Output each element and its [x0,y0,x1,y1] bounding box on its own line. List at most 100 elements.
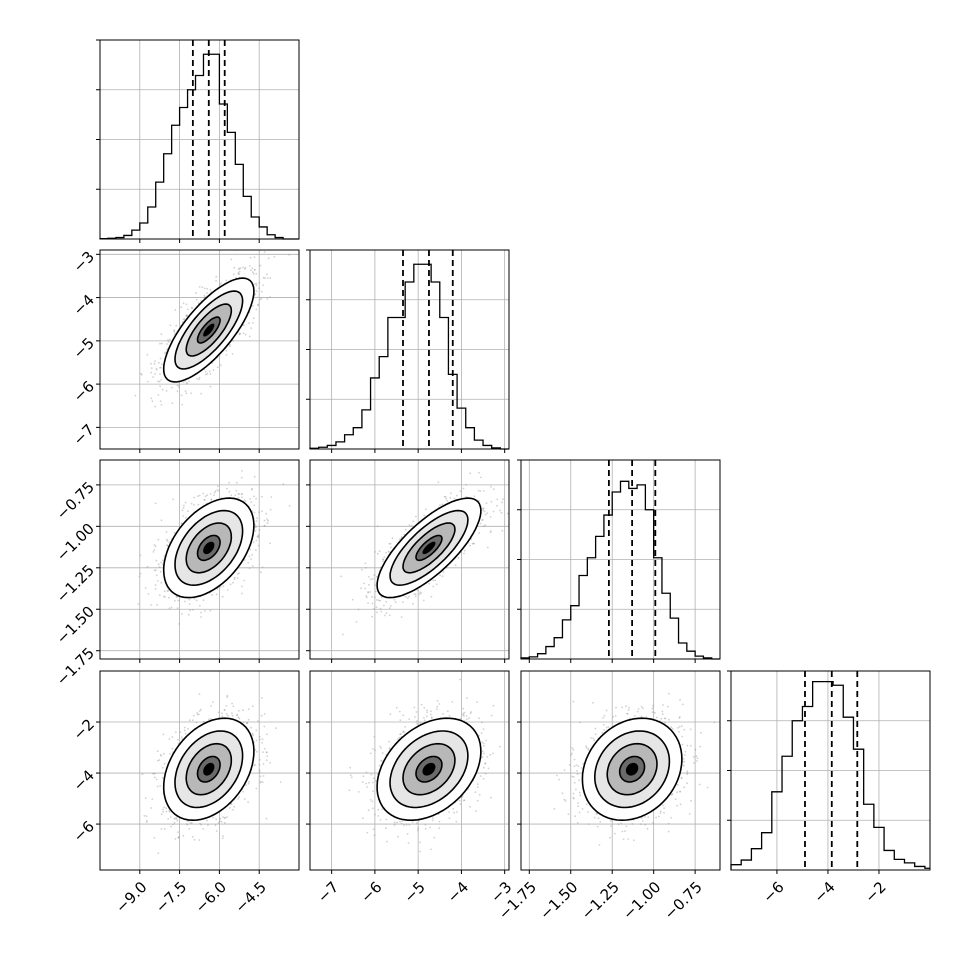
scatter-point [266,522,269,525]
scatter-point [364,562,367,565]
scatter-point [240,493,243,496]
scatter-point [241,585,243,588]
scatter-point [153,569,156,572]
scatter-point [408,595,410,598]
scatter-point [186,823,189,826]
scatter-point [198,693,201,695]
scatter-point [403,533,406,536]
scatter-point [389,604,392,607]
scatter-point [376,599,378,601]
scatter-point [248,264,251,267]
scatter-point [195,292,197,294]
scatter-point [228,490,231,493]
scatter-point [371,595,373,598]
scatter-point [501,501,503,504]
scatter-point [206,287,208,290]
scatter-point [253,504,256,507]
scatter-point [161,388,164,391]
scatter-point [176,596,178,598]
scatter-point [384,614,386,617]
scatter-point [206,372,209,375]
scatter-point [232,581,234,584]
scatter-point [382,560,384,563]
scatter-point [263,747,266,750]
scatter-point [355,621,358,623]
scatter-point [166,348,168,351]
scatter-point [243,579,246,582]
scatter-point [210,498,213,501]
scatter-point [263,251,266,253]
scatter-point [369,578,372,581]
scatter-point [401,601,404,604]
contour-line [162,497,255,599]
scatter-point [441,575,444,578]
scatter-point [444,495,447,498]
scatter-point [150,371,153,374]
grid [731,670,930,870]
scatter-point [478,471,480,474]
scatter-point [158,594,161,596]
scatter-point [248,555,251,558]
scatter-point [157,380,159,383]
panel-frame [309,459,510,660]
scatter-point [255,497,257,500]
scatter-point [514,502,516,504]
scatter-point [168,607,171,610]
scatter-point [380,610,383,613]
scatter-point [382,558,385,561]
scatter-point [198,286,201,288]
scatter-point [378,550,381,553]
scatter-point [217,485,219,487]
scatter-point [238,333,241,336]
scatter-point [186,308,189,311]
scatter-point [162,559,164,562]
scatter-point [374,584,376,587]
scatter-point [182,302,185,305]
scatter-point [254,293,257,296]
scatter-point [248,567,251,570]
histogram-step [520,480,720,660]
scatter-point [166,544,169,547]
scatter-point [178,623,181,625]
scatter-point [180,736,183,738]
scatter-point [146,565,149,568]
scatter-point [185,382,188,385]
scatter-point [266,297,269,300]
scatter-point [191,835,194,838]
scatter-point [236,573,239,575]
scatter-point [153,549,156,551]
scatter-point [413,593,416,595]
scatter-point [248,322,251,325]
scatter-point [375,575,378,578]
scatter-point [443,495,446,498]
scatter-point [259,264,262,267]
scatter-point [262,276,265,279]
scatter-point [229,807,231,809]
scatter-point [183,317,186,320]
scatter-point [483,510,486,513]
scatter-point [477,489,480,492]
scatter-point [226,589,229,591]
scatter-point [195,298,198,301]
scatter-point [269,277,272,280]
scatter-point [168,541,171,544]
scatter-point [257,304,260,307]
scatter-point [484,513,487,516]
scatter-point [167,340,170,343]
scatter-point [251,304,254,307]
scatter-point [374,551,376,553]
scatter-point [376,552,379,555]
scatter-point [253,495,255,498]
scatter-point [160,333,163,336]
scatter-point [190,306,193,309]
scatter-point [257,303,259,306]
scatter-point [150,362,152,365]
scatter-point [266,755,269,757]
scatter-point [239,332,242,335]
scatter-point [146,380,149,383]
scatter-point [199,822,201,825]
scatter-point [213,491,216,494]
scatter-point [479,490,482,492]
scatter-point [221,837,224,840]
